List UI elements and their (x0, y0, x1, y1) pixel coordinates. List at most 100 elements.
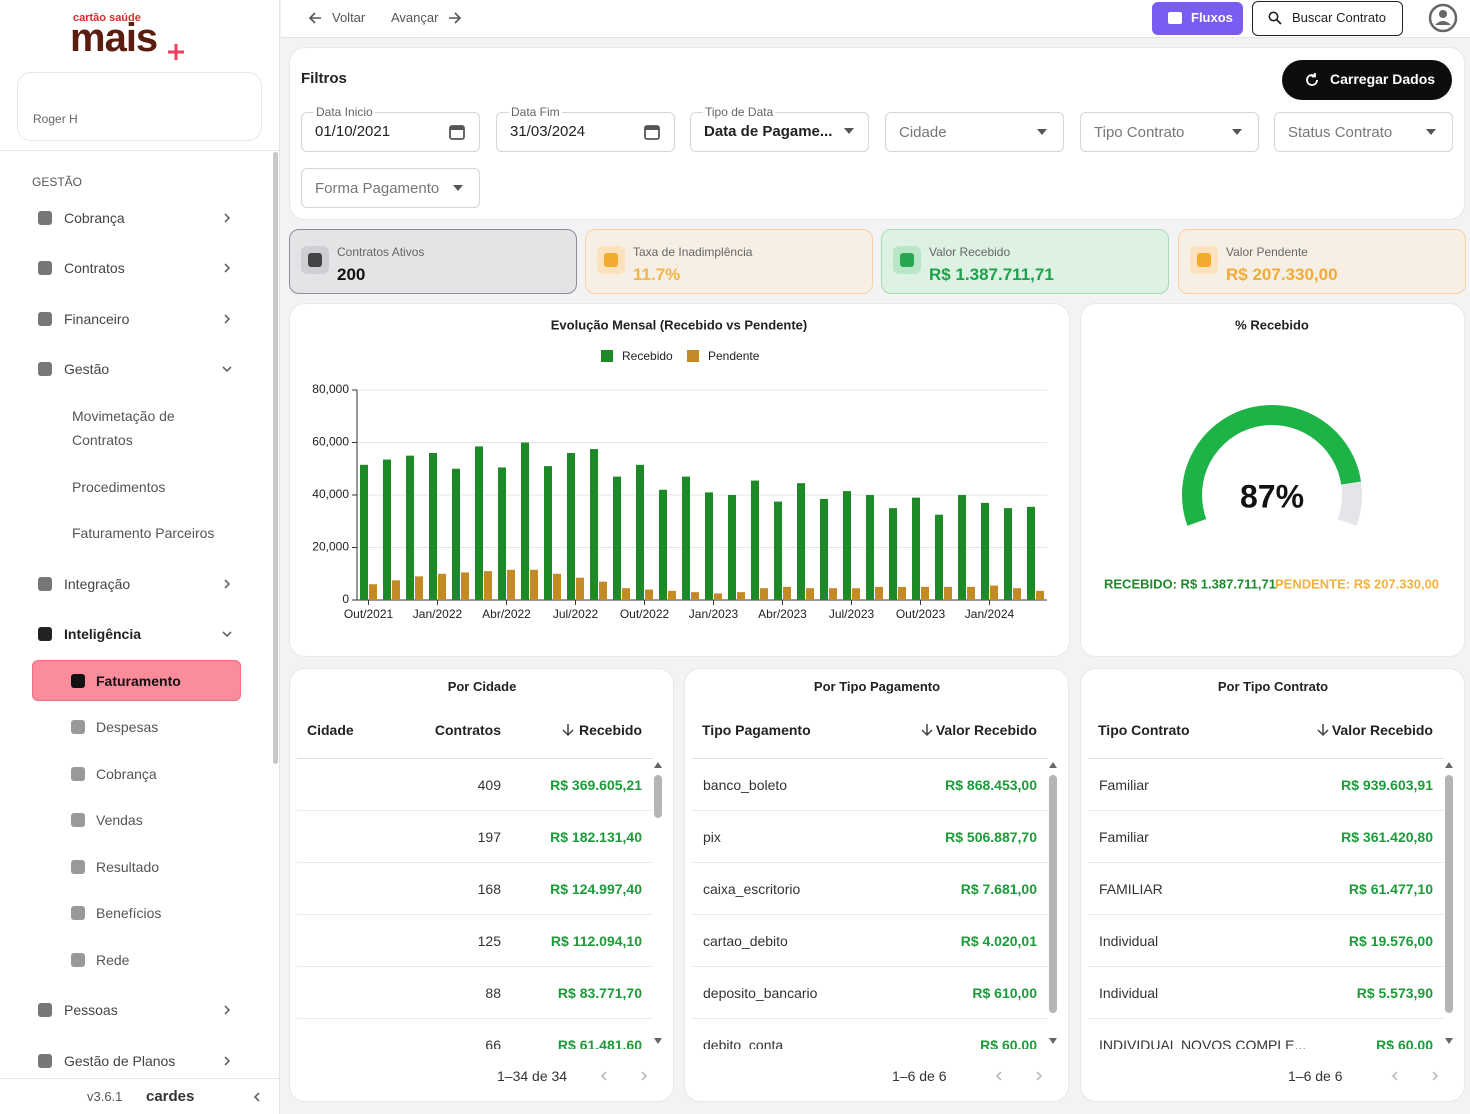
kpi-label: Contratos Ativos (337, 245, 425, 259)
chevron-icon (224, 1005, 231, 1015)
bar (889, 508, 897, 600)
bar (498, 467, 506, 600)
menu-icon (71, 906, 85, 920)
menu-item[interactable]: Gestão (64, 361, 110, 377)
menu-icon (38, 1003, 52, 1017)
chevron-path (224, 1005, 231, 1015)
submenu-item[interactable]: Benefícios (96, 905, 162, 921)
avatar-head (1439, 10, 1447, 18)
chevron-icon (253, 1092, 260, 1102)
flows-icon (1168, 12, 1182, 24)
submenu-item[interactable]: Procedimentos (72, 479, 166, 495)
cell-name: INDIVIDUAL NOVOS COMPLE... (1099, 1037, 1307, 1049)
chevron-icon (224, 213, 231, 223)
submenu-item[interactable]: Faturamento Parceiros (72, 525, 215, 541)
back-button[interactable]: Voltar (332, 10, 366, 25)
search-handle (1275, 18, 1282, 25)
filter-select[interactable] (1274, 112, 1453, 152)
filter-label: Tipo de Data (703, 102, 776, 122)
pagination: 1–6 de 6 (1288, 1068, 1343, 1084)
pagination: 1–34 de 34 (497, 1068, 568, 1084)
calendar-top (450, 126, 464, 130)
load-button[interactable] (1282, 60, 1452, 100)
column-header[interactable]: Valor Recebido (1331, 722, 1433, 738)
row-line (297, 810, 653, 811)
submenu-item[interactable]: Faturamento (96, 673, 181, 689)
bar (622, 588, 630, 600)
scroll-thumb (1445, 775, 1453, 1013)
submenu-item[interactable]: Despesas (96, 719, 159, 735)
cell-contratos: 168 (477, 881, 501, 897)
bar (406, 455, 414, 600)
flows-button[interactable] (1152, 2, 1243, 35)
version: v3.6.1 (87, 1089, 123, 1104)
search-label[interactable]: Buscar Contrato (1292, 10, 1386, 25)
cell-value: R$ 60,00 (1376, 1037, 1433, 1049)
menu-item[interactable]: Contratos (64, 260, 125, 276)
bar (682, 476, 690, 600)
header-line (692, 758, 1048, 759)
menu-icon (38, 627, 52, 641)
column-header[interactable]: Recebido (578, 722, 642, 738)
sort-arrow (921, 724, 933, 737)
chart-title: Evolução Mensal (Recebido vs Pendente) (551, 317, 807, 332)
bar (843, 491, 851, 600)
filters-title: Filtros (301, 70, 347, 87)
scroll-thumb (654, 775, 662, 818)
scroll-down (1049, 1038, 1057, 1044)
reload-path (1306, 73, 1318, 86)
filter-select[interactable] (1080, 112, 1259, 152)
menu-item[interactable]: Integração (64, 576, 131, 592)
bar (429, 453, 437, 600)
bar (967, 586, 975, 600)
submenu-item[interactable]: Resultado (96, 859, 160, 875)
bar (383, 459, 391, 600)
flows-label[interactable]: Fluxos (1191, 10, 1233, 25)
sidebar (0, 0, 280, 1114)
bar (576, 577, 584, 600)
menu-item[interactable]: Inteligência (64, 626, 142, 642)
forward-button[interactable]: Avançar (391, 10, 439, 25)
menu-item[interactable]: Gestão de Planos (64, 1053, 176, 1069)
sidebar-footer-line (0, 1078, 279, 1079)
kpi-label: Valor Recebido (929, 245, 1011, 259)
menu-icon (71, 813, 85, 827)
bar (1013, 588, 1021, 600)
cell-value: R$ 182.131,40 (550, 829, 642, 845)
submenu-item[interactable]: Movimetação de Contratos (72, 408, 175, 448)
caret-shape (1037, 129, 1047, 135)
submenu-item[interactable]: Vendas (96, 812, 143, 828)
filter-label: Data Inicio (314, 102, 375, 122)
y-tick-label: 60,000 (312, 435, 349, 449)
chevron-icon (224, 314, 231, 324)
column-header[interactable]: Valor Recebido (935, 722, 1037, 738)
caret-icon (1426, 129, 1436, 135)
brand: cardes (146, 1088, 195, 1105)
kpi-card (1178, 229, 1466, 294)
calendar-icon (644, 125, 660, 140)
bar (567, 453, 575, 600)
load-label[interactable]: Carregar Dados (1330, 71, 1436, 87)
menu-icon (71, 720, 85, 734)
menu-icon (71, 860, 85, 874)
table-card (289, 668, 674, 1102)
chevron-icon (995, 1071, 1002, 1081)
submenu-item[interactable]: Cobrança (96, 766, 157, 782)
menu-item[interactable]: Pessoas (64, 1002, 118, 1018)
bar (774, 501, 782, 600)
cell-name: Familiar (1099, 777, 1149, 793)
submenu-item[interactable]: Rede (96, 952, 130, 968)
bar (659, 489, 667, 600)
kpi-value: 11.7% (633, 265, 681, 284)
filters-card (289, 47, 1465, 220)
icon-shape (71, 767, 85, 781)
menu-icon (71, 953, 85, 967)
filter-select[interactable] (885, 112, 1064, 152)
menu-item[interactable]: Cobrança (64, 210, 125, 226)
menu-item[interactable]: Financeiro (64, 311, 130, 327)
bar (958, 495, 966, 600)
filter-select[interactable] (301, 168, 480, 208)
bar (921, 586, 929, 600)
kpi-icon-glyph (604, 253, 618, 267)
chevron-path (224, 579, 231, 589)
